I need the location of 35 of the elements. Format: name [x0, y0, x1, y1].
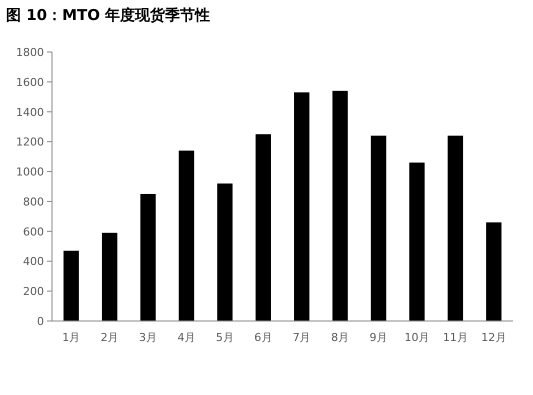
chart-title: 图 10：MTO 年度现货季节性 — [6, 6, 210, 24]
bar — [217, 184, 233, 321]
x-tick-label: 5月 — [216, 331, 234, 344]
bar — [332, 90, 348, 321]
x-tick-label: 10月 — [404, 331, 430, 344]
x-tick-label: 4月 — [177, 331, 196, 344]
y-tick-label: 400 — [23, 255, 44, 268]
bar — [409, 162, 425, 321]
x-tick-label: 11月 — [442, 331, 468, 344]
bar — [294, 92, 310, 321]
y-tick-label: 0 — [37, 315, 44, 328]
y-tick-label: 800 — [23, 195, 44, 208]
y-tick-label: 1800 — [16, 46, 44, 59]
y-tick-label: 1400 — [16, 106, 44, 119]
bar — [256, 134, 271, 321]
x-tick-label: 1月 — [62, 331, 80, 344]
bar — [64, 250, 79, 321]
y-tick-label: 600 — [23, 225, 44, 238]
y-tick-label: 200 — [23, 285, 44, 298]
y-tick-label: 1200 — [16, 136, 44, 149]
bar — [370, 136, 386, 321]
x-tick-label: 8月 — [331, 331, 350, 344]
x-tick-label: 12月 — [481, 331, 506, 344]
bar — [102, 232, 118, 321]
x-tick-label: 9月 — [370, 331, 388, 344]
bar — [140, 194, 156, 321]
y-tick-label: 1000 — [16, 166, 44, 179]
bar — [448, 136, 464, 321]
x-tick-label: 7月 — [292, 331, 311, 344]
y-tick-label: 1600 — [16, 76, 44, 89]
x-tick-label: 3月 — [139, 331, 158, 344]
bar — [178, 150, 194, 321]
x-tick-label: 2月 — [100, 331, 119, 344]
bar — [486, 222, 502, 321]
x-tick-label: 6月 — [254, 331, 272, 344]
